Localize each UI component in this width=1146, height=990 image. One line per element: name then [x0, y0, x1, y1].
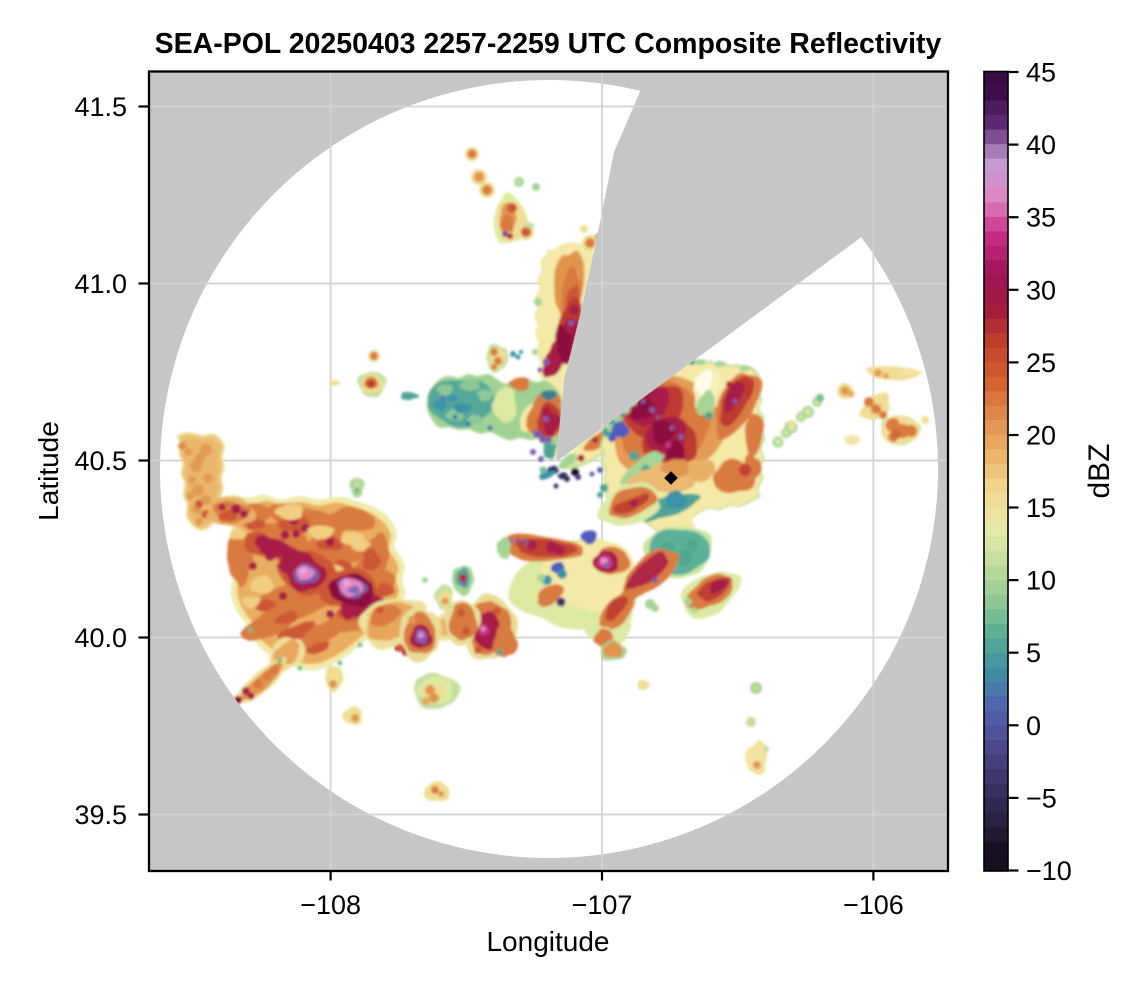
svg-text:41.5: 41.5: [74, 92, 127, 122]
svg-text:15: 15: [1026, 493, 1056, 523]
svg-text:−107: −107: [572, 890, 633, 920]
svg-text:0: 0: [1026, 711, 1041, 741]
svg-text:25: 25: [1026, 348, 1056, 378]
svg-text:30: 30: [1026, 275, 1056, 305]
svg-text:−10: −10: [1026, 856, 1072, 886]
svg-text:35: 35: [1026, 203, 1056, 233]
svg-text:−106: −106: [843, 890, 904, 920]
svg-text:−5: −5: [1026, 783, 1057, 813]
svg-text:Longitude: Longitude: [486, 926, 609, 957]
svg-text:10: 10: [1026, 566, 1056, 596]
svg-text:5: 5: [1026, 638, 1041, 668]
svg-text:45: 45: [1026, 58, 1056, 88]
svg-text:40: 40: [1026, 130, 1056, 160]
svg-text:41.0: 41.0: [74, 269, 127, 299]
svg-text:SEA-POL 20250403 2257-2259 UTC: SEA-POL 20250403 2257-2259 UTC Composite…: [155, 28, 942, 60]
svg-text:40.5: 40.5: [74, 446, 127, 476]
svg-text:−108: −108: [300, 890, 361, 920]
svg-text:Latitude: Latitude: [33, 421, 64, 521]
svg-text:39.5: 39.5: [74, 800, 127, 830]
svg-text:20: 20: [1026, 421, 1056, 451]
svg-text:dBZ: dBZ: [1083, 443, 1116, 498]
svg-text:40.0: 40.0: [74, 623, 127, 653]
